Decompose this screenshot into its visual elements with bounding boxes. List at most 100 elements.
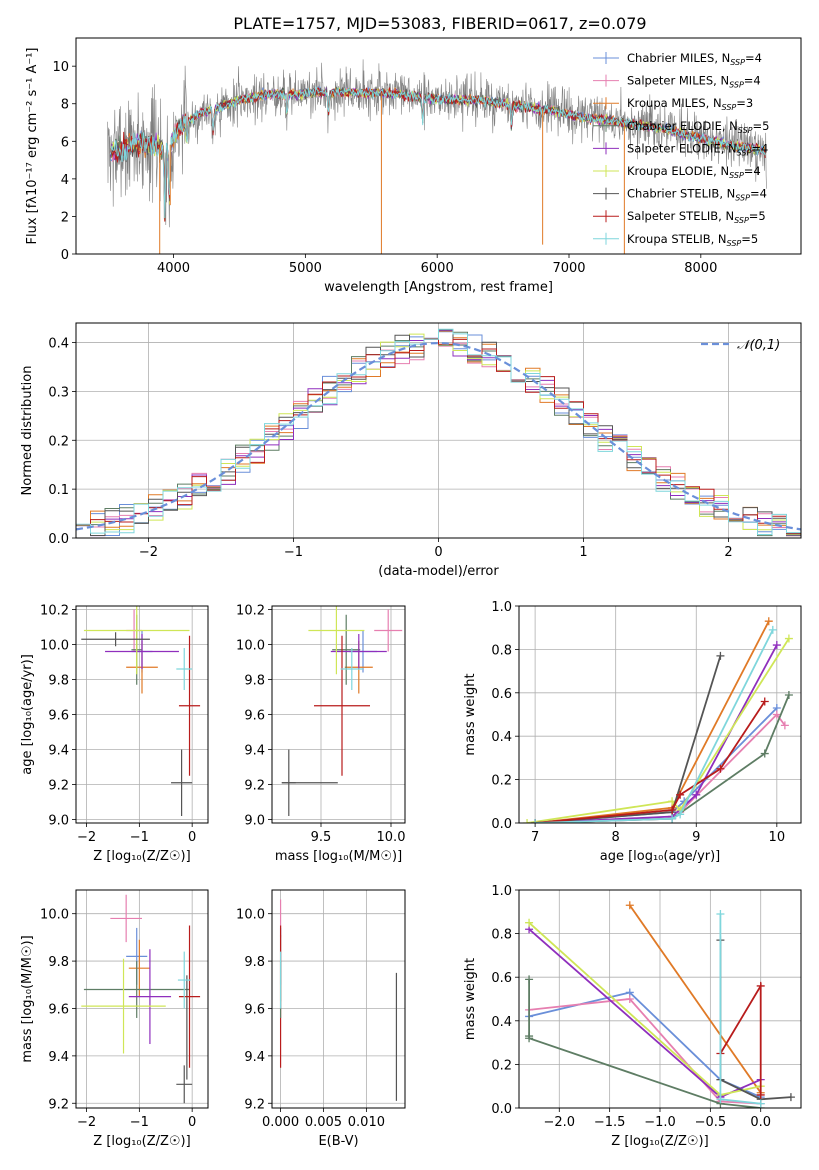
legend-label-normal: 𝒩(0,1) bbox=[737, 338, 780, 353]
legend-label-salpeter_elodie: Salpeter ELODIE, NSSP=4 bbox=[627, 141, 768, 157]
plot-area bbox=[81, 894, 201, 1104]
panel-mass-weight-vs-z: −2.0 −1.5 −1.0 −0.5 0.0 0.0 0.2 0.4 0.6 0.8 1.0 Z [… bbox=[463, 884, 802, 1149]
data-point-salpeter_stelib bbox=[178, 925, 201, 1068]
x-axis-label: Z [log₁₀(Z/Z☉)] bbox=[93, 1134, 190, 1149]
series-marker-salpeter_elodie bbox=[692, 790, 701, 799]
series-line-kroupa_miles bbox=[535, 620, 770, 823]
panel-mass-vs-ebv: 0.000 0.005 0.010 9.2 9.4 9.6 9.8 10.0 E(B-V) bbox=[236, 889, 406, 1149]
x-tick-label: 8000 bbox=[684, 261, 717, 276]
x-tick-label: 0.000 bbox=[262, 1115, 299, 1130]
x-axis-label: age [log₁₀(age/yr)] bbox=[600, 849, 721, 864]
axes-frame bbox=[518, 889, 802, 1109]
data-point-chabrier_stelib bbox=[176, 1065, 193, 1104]
x-tick-label: −1 bbox=[130, 1115, 149, 1130]
series-marker-kroupa_miles bbox=[625, 901, 634, 910]
series-marker-salpeter_stelib bbox=[756, 1090, 765, 1099]
panel-residuals: −2 −1 0 1 2 0.0 0.1 0.2 0.3 0.4 (data-model)/error… bbox=[20, 322, 802, 579]
y-axis-label: mass weight bbox=[463, 673, 478, 755]
axes-frame bbox=[271, 605, 406, 824]
x-axis-label: Z [log₁₀(Z/Z☉)] bbox=[93, 849, 190, 864]
panel-mass-weight-vs-age: 7 8 9 10 0.0 0.2 0.4 0.6 0.8 1.0 age [log₁₀(age/yr… bbox=[463, 600, 802, 864]
y-tick-label: 9.4 bbox=[48, 1050, 69, 1065]
series-line-salpeter_stelib bbox=[719, 982, 762, 1095]
figure-title: PLATE=1757, MJD=53083, FIBERID=0617, z=0… bbox=[233, 14, 646, 33]
x-tick-label: −2 bbox=[139, 545, 158, 560]
y-axis-label: Normed distribution bbox=[20, 366, 35, 496]
x-tick-label: 10 bbox=[769, 830, 786, 845]
y-tick-label: 0.4 bbox=[491, 1015, 512, 1030]
x-tick-label: 7000 bbox=[552, 261, 585, 276]
y-tick-label: 9.6 bbox=[244, 1002, 265, 1017]
x-tick-label: 6000 bbox=[421, 261, 454, 276]
x-tick-label: −2.0 bbox=[543, 1115, 575, 1130]
x-tick-label: −2 bbox=[77, 1115, 96, 1130]
data-point-kroupa_elodie bbox=[81, 958, 166, 1054]
y-tick-label: 0.2 bbox=[48, 434, 69, 449]
plot-area bbox=[523, 617, 793, 823]
x-tick-label: 2 bbox=[724, 545, 732, 560]
series-line-chabrier_miles bbox=[535, 707, 778, 823]
x-tick-label: 0 bbox=[434, 545, 442, 560]
plot-area bbox=[107, 59, 767, 254]
series-marker-kroupa_stelib bbox=[716, 1095, 725, 1104]
series-marker-chabrier_stelib bbox=[716, 651, 725, 660]
series-marker-salpeter_miles bbox=[625, 995, 634, 1003]
series-marker-kroupa_stelib bbox=[768, 625, 777, 634]
data-point-kroupa_elodie bbox=[83, 606, 190, 675]
series-line-salpeter_miles bbox=[529, 998, 761, 1105]
series-marker-kroupa_elodie bbox=[784, 634, 793, 643]
data-point-kroupa_stelib bbox=[340, 648, 363, 690]
y-tick-label: 9.2 bbox=[244, 1097, 265, 1112]
series-marker-salpeter_elodie bbox=[772, 641, 781, 650]
series-marker-chabrier_elodie bbox=[760, 749, 769, 758]
legend-label-kroupa_elodie: Kroupa ELODIE, NSSP=4 bbox=[627, 164, 761, 180]
y-tick-label: 9.4 bbox=[244, 1050, 265, 1065]
y-tick-label: 10.2 bbox=[40, 604, 69, 619]
panel-age-vs-mass: 9.5 10.0 9.0 9.2 9.4 9.6 9.8 10.0 10.2 mass [log₁… bbox=[236, 604, 406, 864]
x-tick-label: 8 bbox=[612, 830, 620, 845]
y-tick-label: 8 bbox=[61, 98, 69, 113]
y-tick-label: 0.0 bbox=[491, 1102, 512, 1117]
y-tick-label: 9.6 bbox=[244, 709, 265, 724]
legend-label-kroupa_miles: Kroupa MILES, NSSP=3 bbox=[627, 96, 753, 112]
data-point-kroupa_miles bbox=[128, 939, 150, 997]
x-axis-label: mass [log₁₀(M/M☉)] bbox=[275, 849, 402, 864]
data-point-kroupa_stelib bbox=[176, 648, 193, 690]
data-point-salpeter_elodie bbox=[330, 634, 387, 669]
axes-frame bbox=[518, 605, 802, 824]
x-tick-label: −1 bbox=[130, 830, 149, 845]
y-tick-label: 0.6 bbox=[491, 971, 512, 986]
x-tick-label: −1 bbox=[284, 545, 303, 560]
y-tick-label: 9.8 bbox=[244, 955, 265, 970]
series-line-salpeter_miles bbox=[535, 713, 786, 823]
y-tick-label: 1.0 bbox=[491, 600, 512, 615]
y-tick-label: 0.2 bbox=[491, 1058, 512, 1073]
x-tick-label: 4000 bbox=[157, 261, 190, 276]
plot-area bbox=[81, 606, 201, 816]
series-marker-salpeter_stelib bbox=[676, 790, 685, 799]
x-tick-label: 0.005 bbox=[305, 1115, 342, 1130]
legend-label-chabrier_miles: Chabrier MILES, NSSP=4 bbox=[627, 51, 762, 67]
series-marker-kroupa_stelib bbox=[756, 1099, 765, 1108]
legend-label-salpeter_miles: Salpeter MILES, NSSP=4 bbox=[627, 74, 761, 90]
y-tick-label: 0.2 bbox=[491, 774, 512, 789]
axes-frame bbox=[75, 322, 802, 539]
y-tick-label: 2 bbox=[61, 210, 69, 225]
y-tick-label: 9.4 bbox=[244, 744, 265, 759]
series-line-salpeter_elodie bbox=[535, 644, 778, 823]
data-point-chabrier_elodie bbox=[83, 961, 190, 1018]
y-tick-label: 9.2 bbox=[48, 1097, 69, 1112]
series-marker-salpeter_stelib bbox=[668, 805, 677, 814]
x-axis-label: Z [log₁₀(Z/Z☉)] bbox=[611, 1134, 708, 1149]
y-tick-label: 0.0 bbox=[48, 532, 69, 547]
plot-area bbox=[76, 328, 801, 538]
y-tick-label: 9.2 bbox=[48, 779, 69, 794]
y-tick-label: 0.8 bbox=[491, 928, 512, 943]
legend-label-chabrier_elodie: Chabrier ELODIE, NSSP=5 bbox=[627, 119, 769, 135]
x-tick-label: 5000 bbox=[289, 261, 322, 276]
data-point-salpeter_miles bbox=[374, 609, 403, 652]
x-tick-label: −1.5 bbox=[594, 1115, 626, 1130]
legend-label-kroupa_stelib: Kroupa STELIB, NSSP=5 bbox=[627, 232, 758, 248]
series-marker-kroupa_stelib bbox=[716, 909, 725, 918]
